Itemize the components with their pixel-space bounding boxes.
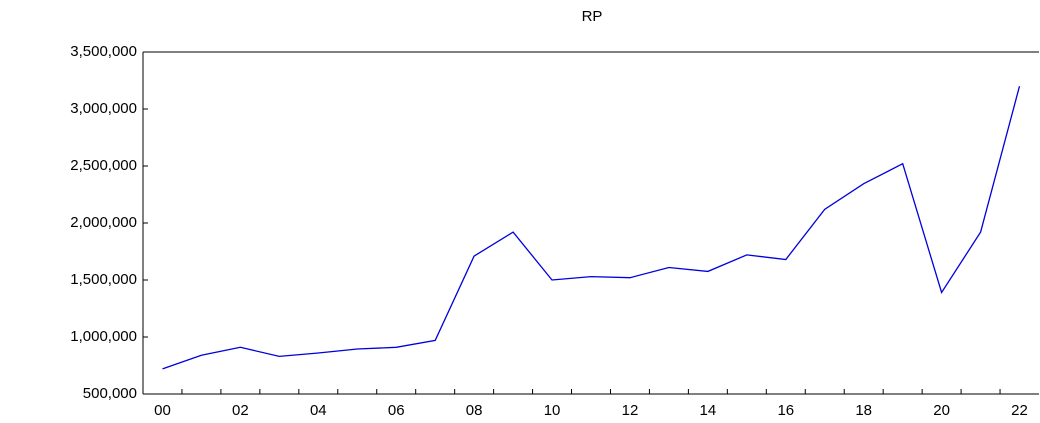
- x-tick-label: 08: [466, 402, 483, 419]
- x-tick-label: 04: [310, 402, 327, 419]
- x-tick-label: 02: [232, 402, 249, 419]
- x-tick-label: 12: [622, 402, 639, 419]
- y-tick-label: 1,500,000: [70, 271, 137, 288]
- chart-title: RP: [582, 8, 603, 25]
- x-tick-label: 20: [933, 402, 950, 419]
- y-tick-label: 3,000,000: [70, 100, 137, 117]
- x-tick-label: 18: [855, 402, 872, 419]
- x-tick-label: 22: [1011, 402, 1028, 419]
- y-tick-label: 1,000,000: [70, 328, 137, 345]
- x-tick-label: 00: [154, 402, 171, 419]
- y-tick-label: 2,500,000: [70, 157, 137, 174]
- x-tick-label: 06: [388, 402, 405, 419]
- y-tick-label: 500,000: [83, 385, 137, 402]
- x-tick-label: 14: [700, 402, 717, 419]
- x-tick-label: 10: [544, 402, 561, 419]
- y-tick-label: 2,000,000: [70, 214, 137, 231]
- data-line: [162, 86, 1021, 370]
- x-tick-label: 16: [777, 402, 794, 419]
- y-tick-label: 3,500,000: [70, 43, 137, 60]
